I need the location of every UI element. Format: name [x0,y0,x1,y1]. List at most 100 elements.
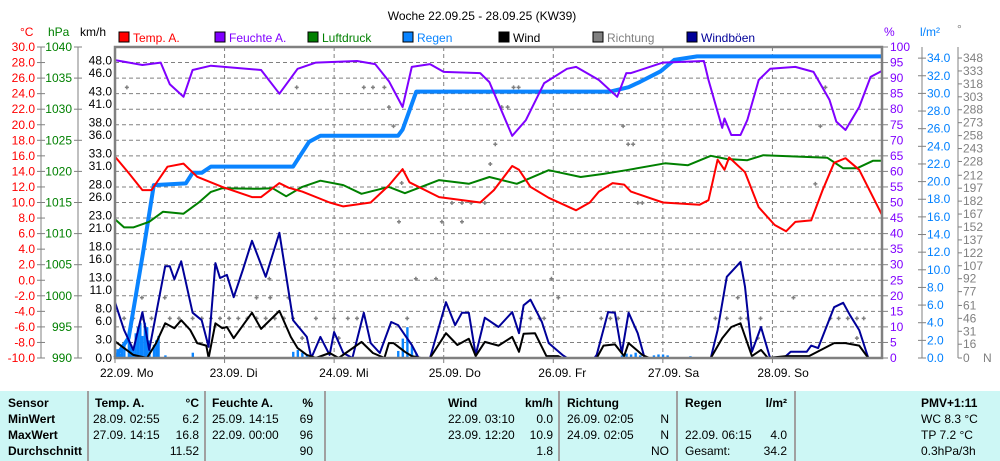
rain-bar [397,350,400,358]
wind-min-time: 22.09. 03:10 [448,412,515,426]
direction-max-time: 24.09. 02:05 [567,428,634,442]
pressure-tick-label: 1015 [45,196,72,210]
humidity-tick-label: 75 [890,118,904,132]
wind-tick-label: 46.0 [89,66,113,80]
column-separator [794,391,796,461]
direction-point [482,200,487,205]
rain-bar [129,344,133,358]
temp-tick-label: 0.0 [18,273,35,287]
rain-tick-label: 20.0 [927,175,951,189]
direction-point [167,316,172,321]
direction-tick-label: 122 [963,246,983,260]
pressure-tick-label: 995 [52,320,72,334]
direction-point [345,316,350,321]
direction-point [176,316,181,321]
wind-tick-label: 48.0 [89,53,113,67]
temp-max: 16.8 [175,428,199,442]
direction-point [635,200,640,205]
pressure-axis-label: hPa [48,25,70,39]
direction-point [459,200,464,205]
humidity-tick-label: 70 [890,133,904,147]
legend-swatch [214,31,226,43]
direction-point [791,295,796,300]
legend-swatch [592,31,604,43]
direction-point [313,316,318,321]
rain-header: Regen [685,396,722,410]
rain-tick-label: 14.0 [927,228,951,242]
direction-point [433,276,438,281]
temp-tick-label: 8.0 [18,211,35,225]
rain-tick-label: 10.0 [927,263,951,277]
direction-point [267,276,272,281]
direction-point [449,200,454,205]
temp-tick-label: -6.0 [14,320,35,334]
direction-point [361,85,366,90]
humidity-tick-label: 20 [890,289,904,303]
direction-point [370,85,375,90]
series-line-luftdruck [114,154,882,229]
wind-max: 10.9 [529,428,553,442]
rain-bar [139,322,142,358]
pressure-tick-label: 1025 [45,133,72,147]
wind-tick-label: 31.0 [89,159,113,173]
rain-max: 4.0 [770,428,787,442]
direction-axis-label: ° [957,22,962,36]
temp-avg: 11.52 [169,444,199,458]
temp-tick-label: -2.0 [14,289,35,303]
rain-tick-label: 6.0 [927,298,944,312]
direction-point [227,316,232,321]
direction-point [549,276,554,281]
row-label-min: MinWert [8,412,56,426]
humidity-tick-label: 25 [890,273,904,287]
temp-unit: °C [185,396,199,410]
direction-point [528,316,533,321]
rain-tick-label: 0.0 [927,351,944,365]
direction-tick-label: 288 [963,103,983,117]
direction-point [391,124,396,129]
temp-tick-label: 4.0 [18,242,35,256]
direction-point [382,85,387,90]
x-tick-label: 24.09. Mi [319,366,368,380]
wind-header: Wind [448,396,478,410]
direction-tick-label: 303 [963,90,983,104]
pressure-tick-label: 1020 [45,164,72,178]
direction-point [861,316,866,321]
rain-tick-label: 32.0 [927,69,951,83]
rain-tick-label: 34.0 [927,51,951,65]
direction-point [738,316,743,321]
direction-tick-label: 92 [963,272,977,286]
temp-min-time: 28.09. 02:55 [93,412,160,426]
legend-swatch [307,31,319,43]
wind-tick-label: 41.0 [89,97,113,111]
x-tick-label: 28.09. So [757,366,809,380]
x-tick-label: 27.09. Sa [648,366,700,380]
humidity-tick-label: 45 [890,211,904,225]
direction-tick-label: 16 [963,337,977,351]
wind-axis-label: km/h [80,25,106,39]
rain-total: 34.2 [763,444,787,458]
wind-min: 0.0 [536,412,553,426]
chart-title: Woche 22.09.25 - 28.09.25 (KW39) [388,9,577,23]
direction-point [272,316,277,321]
direction-point [236,316,241,321]
rain-tick-label: 8.0 [927,280,944,294]
direction-point [493,142,498,147]
rain-bar [620,355,624,358]
rain-total-label: Gesamt: [685,444,731,458]
pressure-tick-label: 1000 [45,289,72,303]
wind-tick-label: 11.0 [90,283,113,297]
rain-bar [141,335,144,358]
legend-swatch [402,31,414,43]
humidity-tick-label: 85 [890,87,904,101]
humidity-tick-label: 80 [890,102,904,116]
humidity-tick-label: 95 [890,56,904,70]
direction-tick-label: 258 [963,129,983,143]
rain-bar [629,354,633,358]
rain-bar [127,335,131,358]
legend-item: Windböen [701,31,755,45]
column-separator [87,391,89,461]
row-label-max: MaxWert [8,428,58,442]
column-separator [676,391,678,461]
humidity-tick-label: 50 [890,196,904,210]
direction-point [139,295,144,300]
